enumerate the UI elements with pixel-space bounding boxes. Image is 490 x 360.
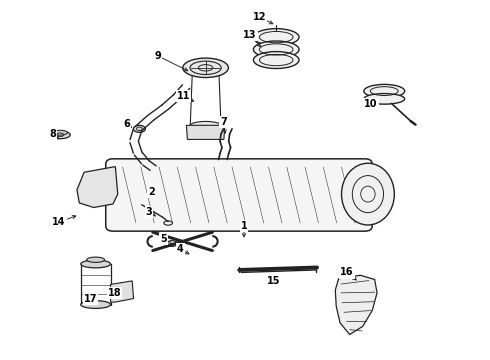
- Text: 17: 17: [84, 294, 97, 304]
- Text: 12: 12: [253, 12, 266, 22]
- Text: 10: 10: [364, 99, 378, 109]
- Ellipse shape: [364, 84, 405, 98]
- Ellipse shape: [191, 121, 221, 129]
- Ellipse shape: [81, 260, 111, 268]
- Text: 14: 14: [52, 217, 66, 227]
- Text: 2: 2: [148, 187, 155, 197]
- Text: 9: 9: [154, 51, 161, 61]
- Text: 3: 3: [146, 207, 152, 217]
- Ellipse shape: [253, 51, 299, 68]
- Text: 5: 5: [160, 234, 167, 244]
- Text: 6: 6: [123, 118, 130, 129]
- Ellipse shape: [81, 301, 111, 309]
- Ellipse shape: [183, 58, 228, 77]
- Ellipse shape: [53, 130, 67, 135]
- Ellipse shape: [253, 41, 299, 58]
- Text: 11: 11: [177, 91, 190, 101]
- Text: 4: 4: [177, 244, 184, 254]
- Text: 1: 1: [241, 221, 247, 231]
- Polygon shape: [186, 125, 225, 139]
- Text: 18: 18: [108, 288, 121, 298]
- Text: 13: 13: [243, 30, 257, 40]
- Text: 7: 7: [220, 117, 227, 127]
- Polygon shape: [111, 281, 134, 302]
- Ellipse shape: [253, 29, 299, 46]
- Polygon shape: [77, 167, 118, 207]
- Ellipse shape: [364, 94, 405, 104]
- Ellipse shape: [87, 257, 104, 262]
- Text: 15: 15: [267, 275, 281, 285]
- Text: 16: 16: [340, 267, 354, 278]
- FancyBboxPatch shape: [106, 159, 372, 231]
- Ellipse shape: [50, 131, 70, 139]
- Ellipse shape: [342, 163, 394, 225]
- Text: 8: 8: [49, 129, 56, 139]
- Ellipse shape: [133, 125, 146, 132]
- Polygon shape: [335, 275, 377, 334]
